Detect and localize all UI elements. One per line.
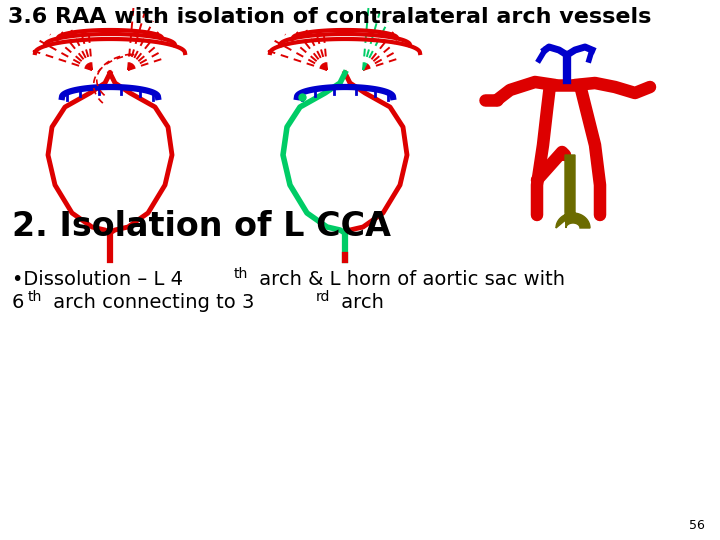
Text: 2. Isolation of L CCA: 2. Isolation of L CCA: [12, 210, 391, 243]
Text: th: th: [28, 290, 42, 304]
Text: arch: arch: [335, 293, 384, 312]
Text: rd: rd: [316, 290, 330, 304]
Text: arch connecting to 3: arch connecting to 3: [47, 293, 254, 312]
Text: 6: 6: [12, 293, 24, 312]
Text: 56: 56: [689, 519, 705, 532]
Polygon shape: [556, 155, 590, 228]
Text: arch & L horn of aortic sac with: arch & L horn of aortic sac with: [253, 270, 564, 289]
Text: •Dissolution – L 4: •Dissolution – L 4: [12, 270, 183, 289]
Text: th: th: [234, 267, 248, 281]
Text: 3.6 RAA with isolation of contralateral arch vessels: 3.6 RAA with isolation of contralateral …: [8, 7, 652, 27]
